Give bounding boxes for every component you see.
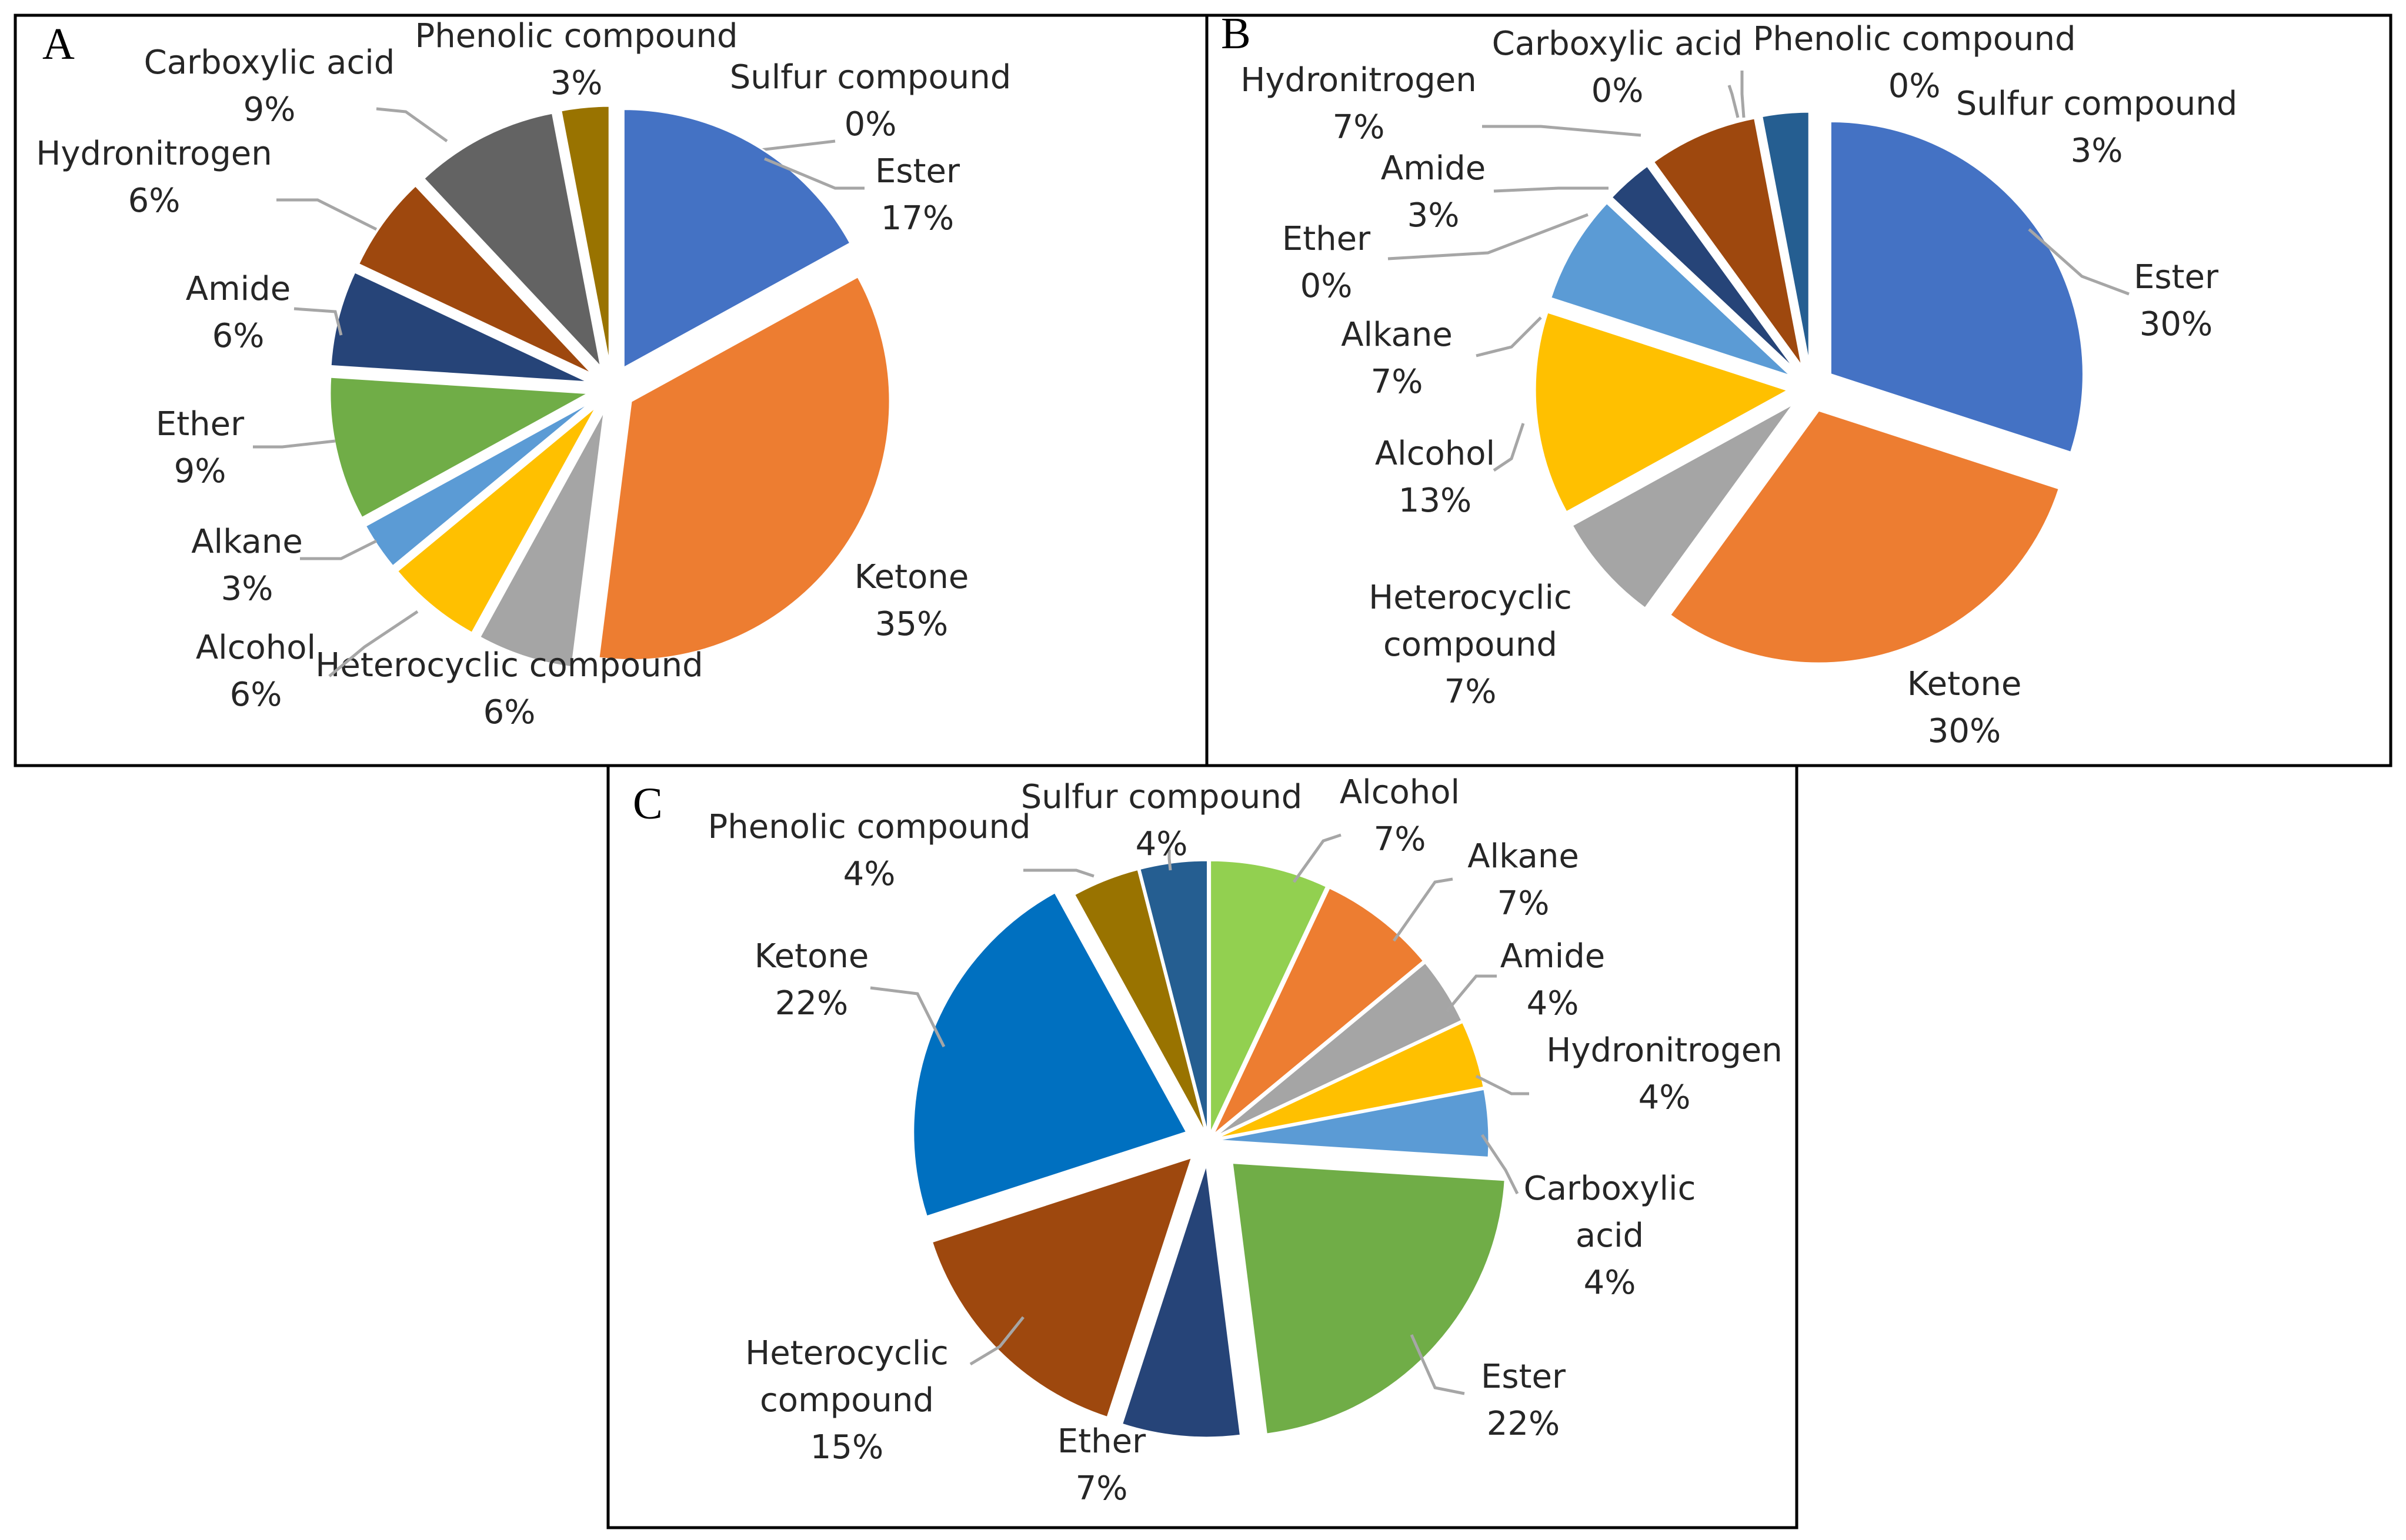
pie-c-slice-carboxylic-acid [1215,1088,1490,1159]
pie-b-leader-ester [2028,228,2130,296]
pie-c-slice-alcohol [1209,859,1328,1134]
pie-c-leader-ester [1410,1334,1465,1395]
panel-b-letter: B [1221,9,1251,58]
pie-c-label-alkane: Alkane 7% [1467,837,1579,923]
pie-a-label-phenolic-compound: Phenolic compound 3% [415,17,738,102]
pie-a-label-alkane: Alkane 3% [191,523,303,608]
pie-a-leader-ether [253,439,336,449]
pie-b-label-ester: Ester 30% [2134,258,2219,343]
pie-c-leader-amide [1446,974,1497,1013]
pie-b-slice-ester [1829,120,2084,454]
pie-c-label-heterocyclic-compound: Heterocyclic compound 15% [745,1334,949,1466]
pie-a-label-heterocyclic-compound: Heterocyclic compound 6% [315,646,703,731]
pie-b-leader-alcohol [1493,423,1525,472]
pie-c-label-phenolic-compound: Phenolic compound 4% [708,808,1030,893]
pie-a-label-amide: Amide 6% [186,270,291,355]
pie-a-leader-amide [293,307,343,336]
pie-b-label-carboxylic-acid: Carboxylic acid 0% [1492,25,1743,110]
panel-c-letter: C [633,779,663,829]
pie-a-label-ketone: Ketone 35% [855,558,969,643]
pie-b-label-alkane: Alkane 7% [1341,316,1453,401]
pie-c-leader-carboxylic-acid [1480,1134,1519,1195]
pie-chart-c: Alcohol 7% Alkane 7% Amide 4%Hydronitrogen 4% C… [708,773,1782,1508]
pie-a-leader-alkane [300,539,378,560]
pie-a-slice-heterocyclic-compound [478,410,606,669]
pie-b-slice-amide [1610,165,1797,372]
panel-a-letter: A [42,19,75,69]
pie-a-leader-hydronitrogen [276,198,378,231]
pie-b-leader-phenolic-compound [1740,71,1746,118]
pie-b-slice-alkane [1549,202,1792,378]
pie-c-label-ketone: Ketone 22% [755,937,869,1023]
pie-b-leader-amide [1493,186,1609,193]
pie-a-slice-carboxylic-acid [422,112,603,370]
pie-c-label-amide: Amide 4% [1500,937,1605,1023]
pie-c-slice-phenolic-compound [1073,868,1207,1135]
pie-c-slice-hydronitrogen [1214,1021,1485,1140]
pie-b-label-phenolic-compound: Phenolic compound 0% [1753,20,2075,105]
pie-b-slice-heterocyclic-compound [1571,403,1795,610]
pie-b-label-hydronitrogen: Hydronitrogen 7% [1240,61,1476,146]
pie-b-label-ketone: Ketone 30% [1907,665,2022,750]
pie-c-leader-alcohol [1292,833,1342,883]
pie-a-label-carboxylic-acid: Carboxylic acid 9% [144,44,395,129]
pie-c-label-carboxylic-acid: Carboxylic acid 4% [1524,1170,1696,1302]
pie-b-slice-ketone [1668,409,2061,664]
pie-b-slice-sulfur-compound [1760,111,1810,365]
pie-a-slice-hydronitrogen [357,184,593,375]
pie-a-label-ester: Ester 17% [875,152,960,238]
pie-b-leader-ether [1387,213,1589,260]
pie-c-slice-sulfur-compound [1139,859,1209,1134]
pie-c-slice-amide [1214,961,1463,1138]
pie-c-slice-ester [1231,1162,1506,1435]
pie-c-label-alcohol: Alcohol 7% [1340,773,1460,858]
pie-chart-a: Sulfur compound 0% Ester 17% Ketone 35% Hetero… [36,17,1011,731]
pie-b-slice-hydronitrogen [1652,117,1803,368]
pie-a-slice-ester [622,108,852,370]
pie-c-slice-ether [1120,1164,1242,1439]
pie-c-label-hydronitrogen: Hydronitrogen 4% [1546,1031,1782,1117]
pie-b-label-heterocyclic-compound: Heterocyclic compound 7% [1369,579,1572,711]
pie-c-leader-alkane [1392,877,1453,942]
pie-a-label-ether: Ether 9% [156,405,245,490]
pie-a-slice-ketone [598,275,891,661]
pie-a-leader-ester [764,157,865,190]
pie-c-leader-phenolic-compound [1023,868,1094,878]
pie-c-slice-ketone [912,891,1188,1218]
pie-b-leader-alkane [1476,316,1542,358]
pie-c-leader-sulfur-compound [1167,850,1172,871]
pie-c-label-sulfur-compound: Sulfur compound 4% [1021,778,1303,863]
pie-a-slice-ether [329,376,592,519]
pie-b-slice-alcohol [1534,310,1790,513]
pie-b-leader-hydronitrogen [1482,125,1641,137]
pie-a-slice-phenolic-compound [560,105,610,365]
pie-c-label-ester: Ester 22% [1481,1358,1566,1443]
pie-c-slice-heterocyclic-compound [930,1155,1194,1419]
pie-a-slice-alkane [364,400,593,568]
pie-a-leader-carboxylic-acid [376,107,448,143]
pie-c-leader-hydronitrogen [1475,1074,1529,1095]
pie-a-leader-alcohol [328,610,419,677]
pie-b-label-sulfur-compound: Sulfur compound 3% [1956,85,2238,170]
pie-a-label-sulfur-compound: Sulfur compound 0% [730,58,1012,143]
pie-b-leader-carboxylic-acid [1727,85,1740,118]
pie-c-label-ether: Ether 7% [1057,1422,1146,1508]
pie-c-leader-ketone [870,986,946,1048]
pie-c-slice-alkane [1212,886,1425,1136]
pie-a-label-hydronitrogen: Hydronitrogen 6% [36,135,272,220]
pie-a-label-alcohol: Alcohol 6% [196,629,316,714]
pie-chart-b: Ester 30% Ketone 30% Heterocyclic compound 7% A… [1240,20,2237,750]
pie-b-label-alcohol: Alcohol 13% [1375,435,1495,520]
pie-a-slice-alcohol [396,405,598,634]
pie-c-leader-heterocyclic-compound [969,1316,1025,1366]
pie-b-label-ether: Ether 0% [1282,220,1371,305]
pie-b-label-amide: Amide 3% [1381,149,1486,235]
